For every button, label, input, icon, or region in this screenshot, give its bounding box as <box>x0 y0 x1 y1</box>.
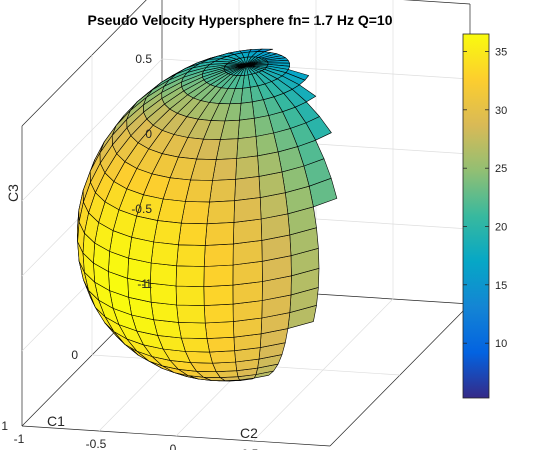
sphere-patch <box>176 304 206 324</box>
y-tick-label: -1 <box>14 432 25 446</box>
sphere-patch <box>206 336 235 353</box>
sphere-patch <box>150 282 177 306</box>
sphere-patch <box>233 197 262 223</box>
sphere-patch <box>209 179 236 203</box>
sphere-patch <box>150 241 179 267</box>
sphere-patch <box>237 118 257 139</box>
colorbar: 10 15 20 25 30 35 <box>462 33 507 399</box>
sphere-patch <box>234 176 261 201</box>
sphere-patch <box>212 361 237 373</box>
sphere-patch <box>84 212 99 244</box>
sphere-patch <box>232 240 263 266</box>
sphere-surface <box>77 48 338 382</box>
sphere-patch <box>204 222 235 246</box>
sphere-patch <box>150 262 177 287</box>
tick-labels: -1-0.500.51-1-0.500.51-101 <box>1 52 259 450</box>
z-tick-label: 0 <box>145 127 152 141</box>
sphere-patch <box>153 220 182 246</box>
x-tick-label: -1 <box>137 277 148 291</box>
colorbar-tick-label: 35 <box>495 47 507 59</box>
chart-title: Pseudo Velocity Hypersphere fn= 1.7 Hz Q… <box>87 12 392 28</box>
y-axis-label: C2 <box>240 425 258 441</box>
sphere-patch <box>203 303 234 324</box>
sphere-patch <box>203 243 234 267</box>
colorbar-tick-label: 10 <box>495 338 507 350</box>
sphere-patch <box>209 350 236 364</box>
sphere-patch <box>239 101 255 121</box>
colorbar-tick-label: 15 <box>495 280 507 292</box>
sphere-patch <box>257 151 283 177</box>
sphere-patch <box>203 284 234 306</box>
y-tick-label: 0.5 <box>242 447 259 450</box>
sphere-patch <box>206 200 235 225</box>
colorbar-tick-label: 20 <box>495 222 507 234</box>
sphere-patch <box>235 155 260 180</box>
sphere-patch <box>176 244 206 267</box>
sphere-patch <box>128 237 154 264</box>
y-tick-label: -0.5 <box>86 437 107 450</box>
colorbar-ramp <box>462 33 490 399</box>
colorbar-ticks: 10 15 20 25 30 35 <box>463 47 507 350</box>
sphere-patch <box>232 281 263 305</box>
x-tick-label: 0 <box>71 348 78 362</box>
sphere-patch <box>181 337 210 353</box>
sphere-patch <box>203 264 234 288</box>
sphere-patch <box>204 321 235 339</box>
colorbar-tick-label: 30 <box>495 105 507 117</box>
sphere-patch <box>232 260 263 286</box>
sphere-patch <box>178 322 208 339</box>
z-tick-label: 0.5 <box>135 52 152 66</box>
sphere-patch <box>178 222 208 246</box>
axes-edge <box>402 0 471 5</box>
sphere-patch <box>175 265 205 288</box>
sphere-patch <box>236 136 258 159</box>
sphere-patch <box>150 301 179 323</box>
z-tick-label: -0.5 <box>131 202 152 216</box>
z-axis-label: C3 <box>5 184 21 202</box>
sphere-patch <box>181 201 210 225</box>
y-tick-label: 0 <box>170 442 177 450</box>
x-axis-label: C1 <box>47 413 65 429</box>
sphere-patch <box>212 158 237 181</box>
sphere-patch <box>233 218 263 245</box>
colorbar-tick-label: 25 <box>495 163 507 175</box>
z-tick-label: -1 <box>141 277 152 291</box>
x-tick-label: 1 <box>1 419 8 433</box>
sphere-patch <box>175 285 205 306</box>
